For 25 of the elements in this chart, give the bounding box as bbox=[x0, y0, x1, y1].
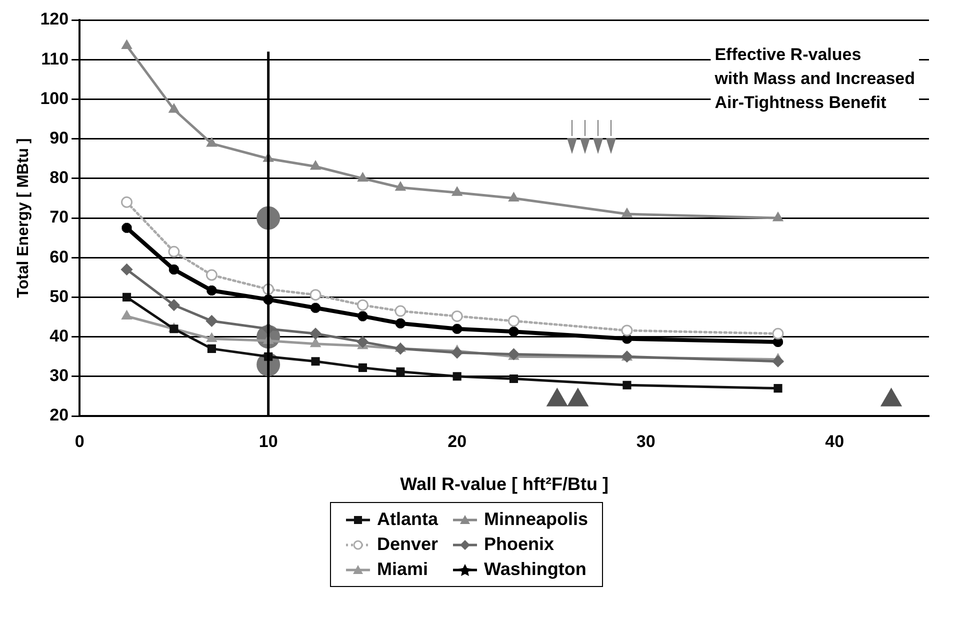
y-tick-label: 80 bbox=[50, 168, 69, 188]
y-axis-title: Total Energy [ MBtu ] bbox=[15, 138, 32, 298]
x-tick-label: 20 bbox=[448, 432, 467, 451]
x-tick-label: 30 bbox=[636, 432, 656, 451]
legend-label: Denver bbox=[377, 534, 438, 555]
x-tick-label: 10 bbox=[258, 432, 278, 451]
y-tick-label: 120 bbox=[40, 10, 69, 29]
legend-label: Phoenix bbox=[484, 534, 554, 555]
y-tick-label: 50 bbox=[50, 286, 69, 306]
legend-label: Washington bbox=[484, 559, 586, 580]
legend-label: Miami bbox=[377, 559, 428, 580]
y-tick-label: 90 bbox=[50, 128, 69, 148]
y-tick-label: 100 bbox=[40, 88, 69, 108]
x-axis-title: Wall R-value [ hft²F/Btu ] bbox=[400, 474, 608, 494]
x-tick-label: 0 bbox=[74, 432, 84, 451]
y-tick-label: 20 bbox=[50, 406, 69, 425]
y-tick-label: 30 bbox=[50, 366, 69, 386]
annotation: Effective R-values with Mass and Increased Air-Tightness Benefit bbox=[714, 45, 916, 112]
y-tick-label: 40 bbox=[50, 326, 69, 346]
y-tick-label: 110 bbox=[41, 49, 69, 68]
y-tick-label: 70 bbox=[50, 208, 69, 227]
x-tick-label: 40 bbox=[825, 432, 844, 451]
legend-label: Atlanta bbox=[377, 509, 438, 530]
legend-label: Minneapolis bbox=[484, 509, 588, 530]
y-tick-label: 60 bbox=[50, 247, 69, 266]
